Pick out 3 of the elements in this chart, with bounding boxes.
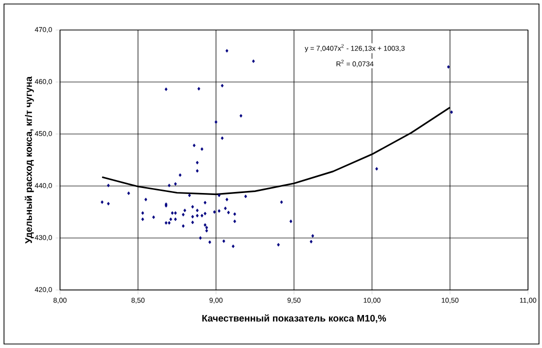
x-axis-title: Качественный показатель кокса М10,% bbox=[202, 314, 386, 323]
line-series bbox=[101, 106, 451, 196]
y-axis-title: Удельный расход кокса, кг/т чугуна bbox=[24, 76, 34, 244]
